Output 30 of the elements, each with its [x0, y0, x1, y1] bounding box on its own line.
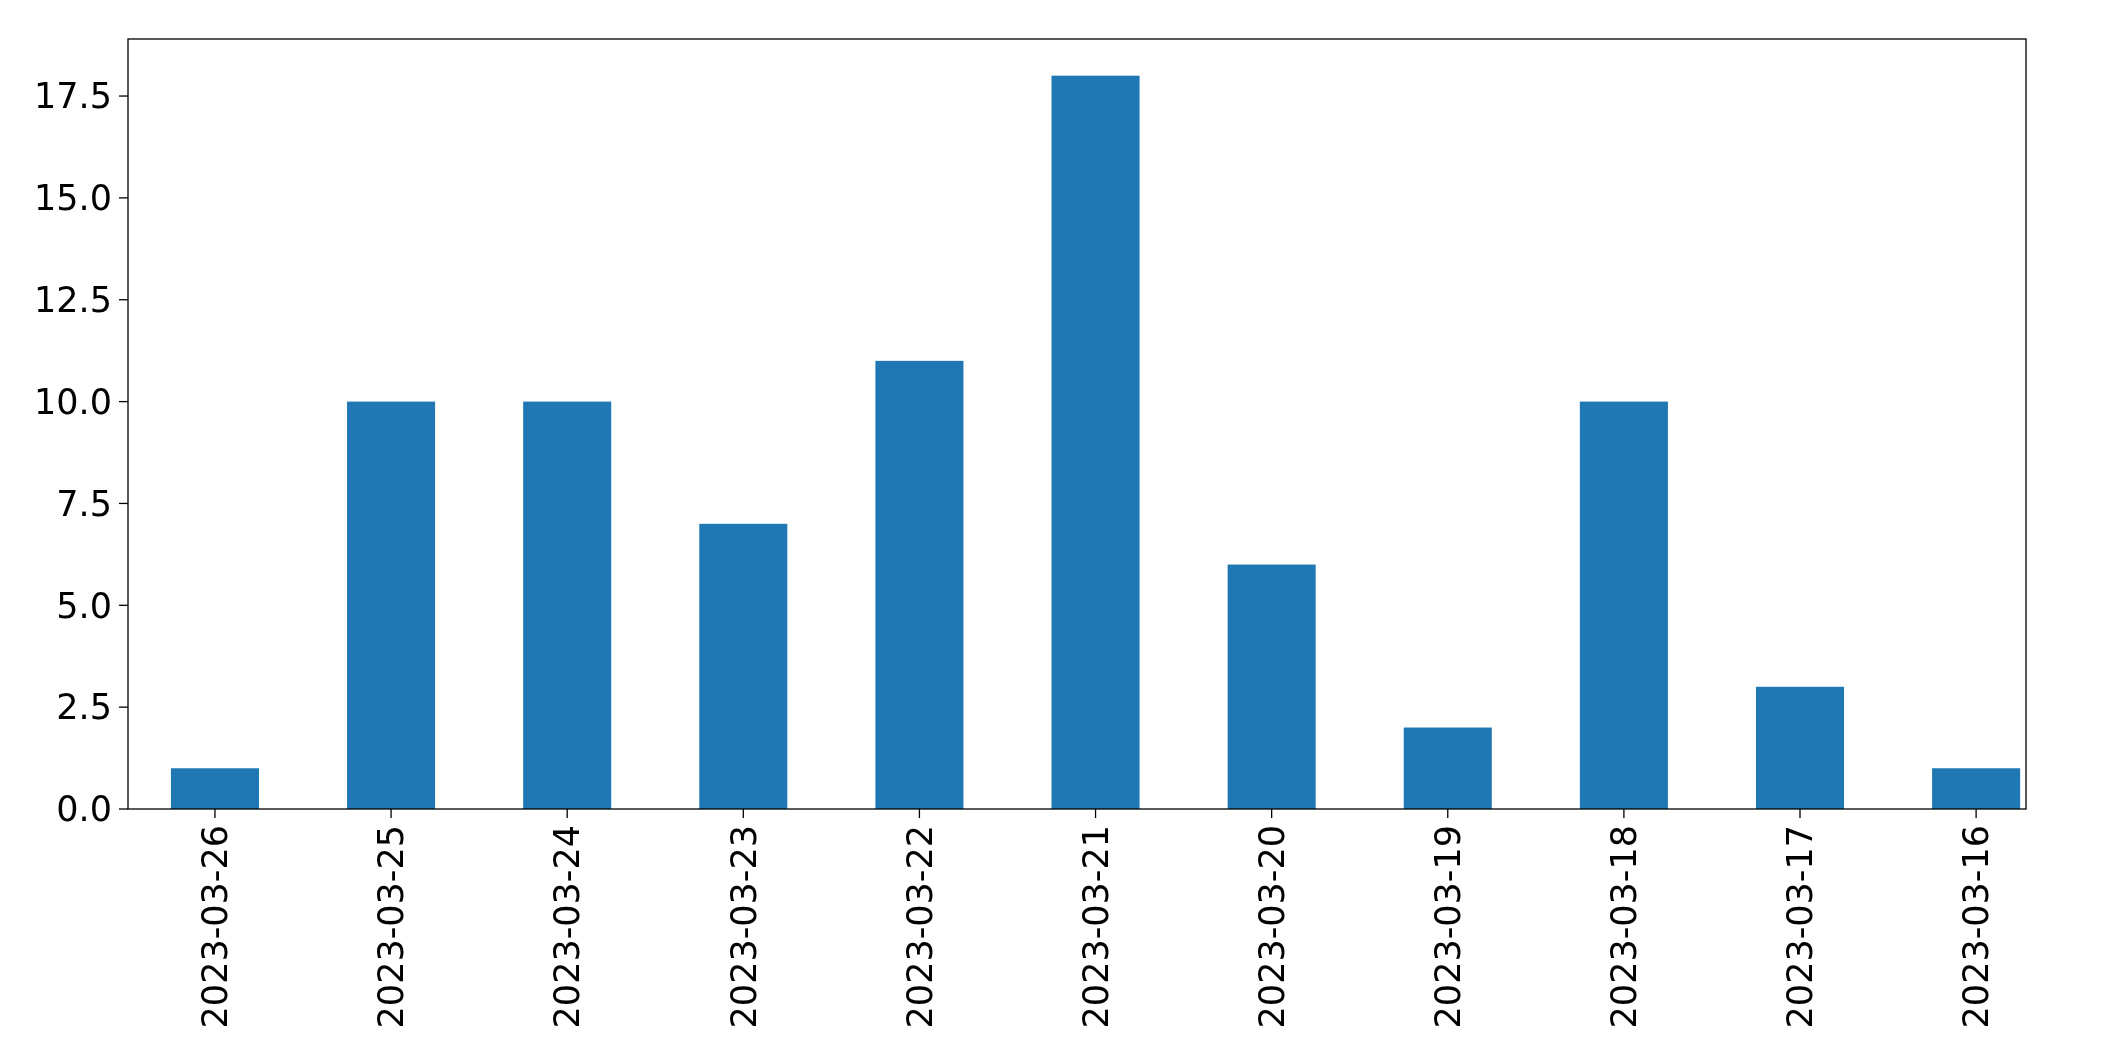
x-tick-label: 2023-03-19: [1428, 825, 1469, 1029]
bar: [699, 523, 788, 809]
bar: [1755, 686, 1845, 809]
y-tick-label: 15.0: [34, 178, 112, 219]
y-tick-label: 5.0: [56, 585, 112, 626]
y-tick-label: 2.5: [56, 687, 112, 728]
y-tick-label: 7.5: [56, 483, 112, 524]
bar: [1051, 75, 1140, 809]
y-tick-label: 17.5: [34, 76, 112, 117]
x-tick-label: 2023-03-21: [1075, 825, 1116, 1029]
x-tick-label: 2023-03-22: [899, 825, 940, 1029]
bar: [1403, 727, 1492, 809]
x-tick-label: 2023-03-24: [547, 825, 588, 1029]
x-tick-label: 2023-03-16: [1956, 825, 1997, 1029]
x-tick-label: 2023-03-23: [723, 825, 764, 1029]
x-tick-label: 2023-03-26: [195, 825, 236, 1029]
bar: [523, 401, 612, 809]
x-tick-label: 2023-03-25: [371, 825, 412, 1029]
x-tick-label: 2023-03-20: [1251, 825, 1292, 1029]
x-tick-label: 2023-03-18: [1604, 825, 1645, 1029]
bar: [347, 401, 436, 809]
y-tick-label: 10.0: [34, 381, 112, 422]
y-tick-label: 12.5: [34, 279, 112, 320]
bar: [1579, 401, 1668, 809]
bar: [1227, 564, 1316, 809]
x-tick-label: 2023-03-17: [1780, 825, 1821, 1029]
bar: [875, 360, 964, 809]
bar: [1932, 768, 2021, 809]
bar: [170, 768, 259, 809]
y-tick-label: 0.0: [56, 789, 112, 830]
